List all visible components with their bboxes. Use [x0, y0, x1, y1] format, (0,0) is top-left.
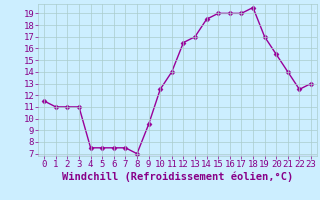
X-axis label: Windchill (Refroidissement éolien,°C): Windchill (Refroidissement éolien,°C): [62, 172, 293, 182]
